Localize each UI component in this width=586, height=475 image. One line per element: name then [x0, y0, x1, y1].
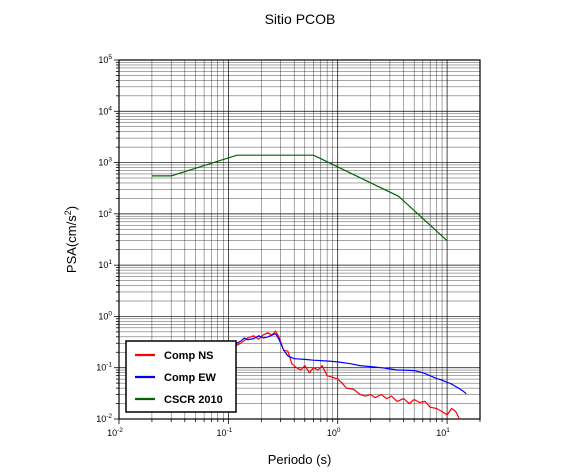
- y-tick-label: 105: [98, 54, 112, 65]
- y-tick-label-exp: 2: [108, 208, 112, 215]
- y-tick-label: 104: [98, 105, 112, 116]
- legend-box: [125, 340, 237, 413]
- x-tick-label: 10-2: [107, 427, 123, 438]
- y-tick-label: 102: [98, 208, 112, 219]
- y-tick-label-base: 10: [98, 55, 108, 65]
- y-tick-label-base: 10: [96, 363, 106, 373]
- y-tick-label-exp: -1: [106, 362, 112, 369]
- y-tick-label-exp: -2: [106, 413, 112, 420]
- series-line-cscr-2010: [151, 154, 448, 242]
- y-tick-label-base: 10: [98, 311, 108, 321]
- y-tick-label: 10-1: [96, 362, 112, 373]
- x-tick-label-exp: -2: [117, 427, 123, 434]
- x-tick-label-base: 10: [327, 428, 337, 438]
- y-tick-label-exp: 4: [108, 105, 112, 112]
- y-tick-label-base: 10: [98, 260, 108, 270]
- y-axis-label: PSA(cm/s2): [63, 206, 79, 273]
- y-tick-label-base: 10: [98, 158, 108, 168]
- x-axis-label: Periodo (s): [268, 452, 332, 467]
- y-tick-label-base: 10: [98, 209, 108, 219]
- y-axis-label-base: PSA(cm/s: [64, 215, 79, 273]
- y-tick-label-exp: 0: [108, 310, 112, 317]
- x-tick-label-exp: 1: [446, 427, 450, 434]
- y-tick-label-exp: 3: [108, 157, 112, 164]
- legend-items: Comp NS Comp EW CSCR 2010: [135, 350, 223, 406]
- y-tick-label: 10-2: [96, 413, 112, 424]
- series-layer: [151, 154, 467, 420]
- x-tick-label: 100: [327, 427, 341, 438]
- y-tick-label: 101: [98, 259, 112, 270]
- x-tick-label-base: 10: [216, 428, 226, 438]
- series-line-comp-ew: [228, 333, 467, 395]
- x-tick-labels: 10-2 10-1 100 101: [107, 427, 450, 438]
- x-tick-label-exp: -1: [226, 427, 232, 434]
- y-tick-label-exp: 1: [108, 259, 112, 266]
- y-tick-label: 103: [98, 157, 112, 168]
- grid: [119, 60, 480, 419]
- y-tick-label-base: 10: [96, 414, 106, 424]
- y-tick-label-exp: 5: [108, 54, 112, 61]
- y-tick-label-base: 10: [98, 106, 108, 116]
- y-axis-label-exp: 2: [63, 210, 73, 215]
- y-tick-label: 100: [98, 310, 112, 321]
- chart-title: Sitio PCOB: [265, 11, 336, 27]
- x-tick-label-base: 10: [436, 428, 446, 438]
- x-tick-label-exp: 0: [337, 427, 341, 434]
- legend-label: Comp NS: [164, 350, 214, 362]
- x-tick-label: 10-1: [216, 427, 232, 438]
- plot-frame: [118, 59, 481, 420]
- x-tick-label-base: 10: [107, 428, 117, 438]
- axis-ticks: [114, 59, 481, 424]
- series-line-comp-ns: [203, 330, 461, 420]
- legend: Comp NS Comp EW CSCR 2010: [125, 340, 237, 413]
- x-tick-label: 101: [436, 427, 450, 438]
- legend-label: Comp EW: [164, 372, 217, 384]
- y-axis-label-close: ): [64, 206, 79, 210]
- legend-label: CSCR 2010: [164, 394, 223, 406]
